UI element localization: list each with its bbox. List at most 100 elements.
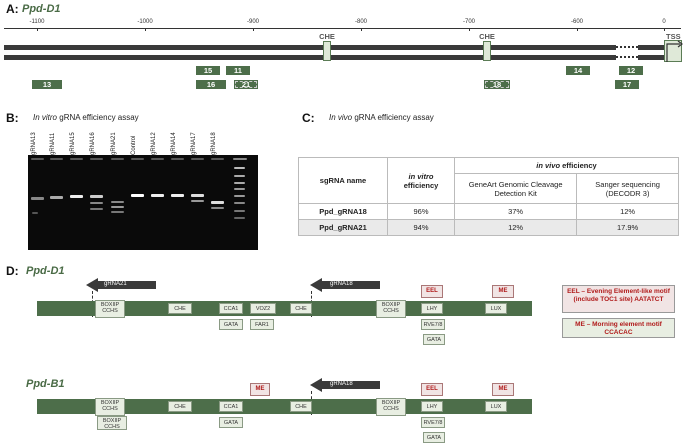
gel-well — [233, 158, 247, 160]
ladder-band — [32, 212, 38, 214]
lane-label: gRNA15 — [70, 132, 76, 155]
gel-band — [90, 195, 103, 198]
tick-label: 0 — [662, 19, 666, 25]
element-cca1: CCA1 — [219, 401, 243, 412]
ladder-band — [234, 167, 245, 169]
element-gata: GATA — [423, 334, 445, 345]
element-lhy: LHY — [421, 303, 443, 314]
ladder-band — [234, 202, 245, 204]
element-gata: GATA — [219, 319, 243, 330]
dna-gap-bottom — [616, 56, 638, 58]
gel-band — [111, 206, 124, 208]
gel-band — [151, 194, 164, 197]
panel-b-title-rest: gRNA efficiency assay — [57, 113, 139, 122]
panel-c-title: In vivo gRNA efficiency assay — [329, 113, 434, 122]
gel-band — [111, 201, 124, 203]
element-voz2: VOZ2 — [250, 303, 276, 314]
panel-d-gene1-name: Ppd-D1 — [26, 265, 65, 277]
grna18-arrow-icon — [310, 278, 380, 292]
grna18-b1-label: gRNA18 — [330, 381, 353, 387]
gel-band — [31, 197, 44, 200]
cell-sanger: 12% — [576, 203, 679, 220]
element-boxiip: BOXIIP CCHS — [376, 398, 406, 416]
gel-band — [90, 202, 103, 204]
lane-label: gRNA11 — [50, 132, 56, 155]
col-header-sanger: Sanger sequencing (DECODR 3) — [576, 173, 679, 204]
guide-box-12: 12 — [619, 66, 643, 75]
ppd-d1-promoter-bar — [37, 301, 532, 316]
tick-label: -800 — [354, 19, 368, 25]
tss-box — [664, 40, 682, 62]
lane-label: gRNA21 — [111, 132, 117, 155]
panel-a-gene-name: Ppd-D1 — [22, 3, 61, 15]
gel-band — [50, 196, 63, 199]
gel-image — [28, 155, 258, 250]
gel-well — [90, 158, 103, 160]
grna21-arrow-icon — [86, 278, 156, 292]
col-header-invitro-rest: efficiency — [403, 180, 439, 190]
panel-b-letter: B: — [6, 111, 19, 125]
table-row: Ppd_gRNA18 96% 37% 12% — [298, 203, 679, 220]
lane-label: gRNA18 — [211, 132, 217, 155]
tss-label: TSS — [666, 32, 681, 41]
ladder-band — [234, 210, 245, 212]
ladder-band — [234, 175, 245, 177]
lane-label: gRNA14 — [171, 132, 177, 155]
gel-band — [191, 200, 204, 202]
element-rve: RVE7/8 — [421, 417, 445, 428]
guide-box-14: 14 — [566, 66, 590, 75]
element-che: CHE — [290, 401, 312, 412]
element-boxiip: BOXIIP CCHS — [95, 300, 125, 318]
element-lux: LUX — [485, 303, 507, 314]
axis-line — [4, 28, 681, 29]
element-lhy: LHY — [421, 401, 443, 412]
element-eel: EEL — [421, 383, 443, 396]
element-che: CHE — [168, 303, 192, 314]
gel-band — [70, 195, 83, 198]
tick-mark — [664, 28, 665, 31]
panel-d-letter: D: — [6, 264, 19, 278]
guide-box-13: 13 — [32, 80, 62, 89]
tick-label: -900 — [246, 19, 260, 25]
lane-label: gRNA16 — [90, 132, 96, 155]
che-label: CHE — [319, 32, 335, 41]
tick-mark — [469, 28, 470, 31]
cell-sanger: 17.9% — [576, 219, 679, 236]
cell-invitro: 94% — [387, 219, 455, 236]
grna18-b1-arrow-icon — [310, 378, 380, 392]
guide-box-15: 15 — [196, 66, 220, 75]
element-boxiip: BOXIIP CCHS — [97, 416, 127, 430]
che-label: CHE — [479, 32, 495, 41]
grna21-label: gRNA21 — [104, 281, 127, 287]
che-box — [323, 41, 331, 61]
element-rve: RVE7/8 — [421, 319, 445, 330]
gel-well — [111, 158, 124, 160]
tss-arrow-icon — [666, 40, 683, 62]
panel-c-title-italic: In vivo — [329, 113, 353, 122]
gel-well — [50, 158, 63, 160]
gel-well — [191, 158, 204, 160]
gel-band — [211, 207, 224, 209]
element-che: CHE — [290, 303, 312, 314]
col-header-sgrna: sgRNA name — [298, 157, 388, 204]
table-row: Ppd_gRNA21 94% 12% 17.9% — [298, 219, 679, 236]
col-header-invivo: in vivo efficiency — [454, 157, 679, 174]
tick-label: -1000 — [137, 19, 153, 25]
element-me: ME — [492, 383, 514, 396]
panel-c-title-rest: gRNA efficiency assay — [352, 113, 434, 122]
guide-box-21: 21 — [234, 80, 258, 89]
panel-a-letter: A: — [6, 2, 19, 16]
element-boxiip: BOXIIP CCHS — [95, 398, 125, 416]
element-che: CHE — [168, 401, 192, 412]
grna18-label: gRNA18 — [330, 281, 353, 287]
panel-d-gene2-name: Ppd-B1 — [26, 378, 65, 390]
gel-band — [191, 194, 204, 197]
panel-c-letter: C: — [302, 111, 315, 125]
gel-well — [70, 158, 83, 160]
guide-box-17: 17 — [615, 80, 639, 89]
panel-b-title: In vitro gRNA efficiency assay — [33, 113, 139, 122]
dna-strand-top-end — [638, 45, 682, 50]
efficiency-table: sgRNA name in vitro efficiency in vivo ef… — [298, 157, 679, 236]
tick-label: -700 — [462, 19, 476, 25]
element-me: ME — [492, 285, 514, 298]
